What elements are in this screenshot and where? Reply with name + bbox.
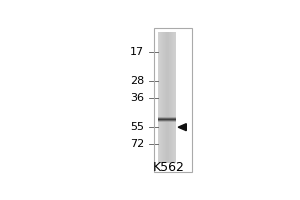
Text: K562: K562 — [153, 161, 185, 174]
Text: 36: 36 — [130, 93, 145, 103]
Text: 28: 28 — [130, 76, 145, 86]
Text: 55: 55 — [130, 122, 145, 132]
Text: 17: 17 — [130, 47, 145, 57]
Polygon shape — [178, 124, 186, 131]
Text: 72: 72 — [130, 139, 145, 149]
Bar — [154, 28, 192, 172]
